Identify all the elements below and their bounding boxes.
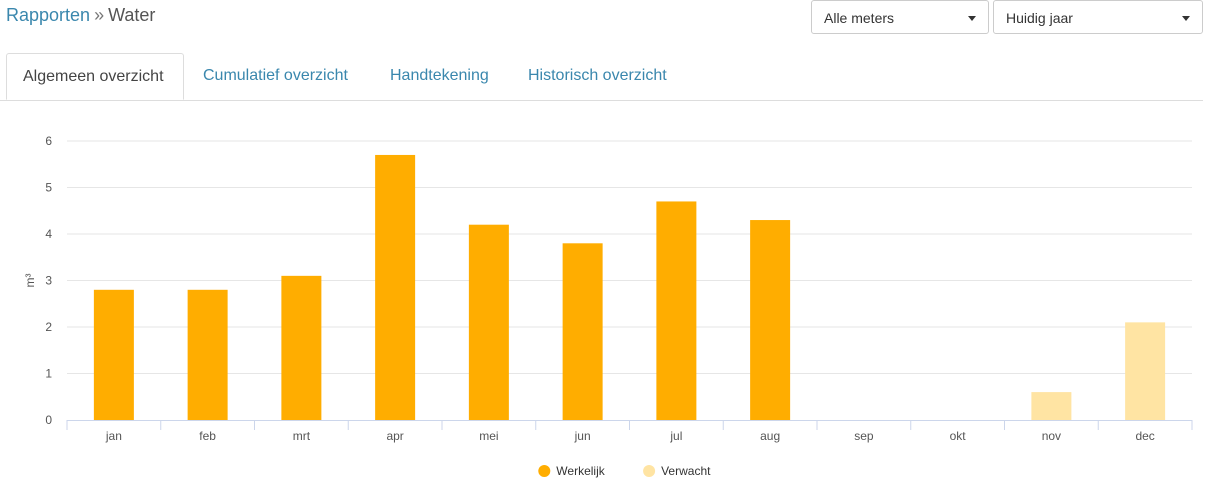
bar-feb (187, 289, 228, 420)
period-select[interactable]: Huidig jaar (993, 0, 1203, 34)
period-select-value: Huidig jaar (1006, 10, 1073, 26)
bar-apr (375, 154, 416, 420)
bar-jul (656, 201, 697, 420)
x-tick-label: mei (479, 429, 498, 443)
x-tick-label: nov (1042, 429, 1061, 443)
y-axis-label: m³ (23, 274, 37, 288)
tab-cumulatief-overzicht[interactable]: Cumulatief overzicht (203, 67, 348, 84)
tab-algemeen-overzicht[interactable]: Algemeen overzicht (6, 53, 184, 100)
x-tick-label: feb (199, 429, 216, 443)
tab-historisch-overzicht[interactable]: Historisch overzicht (528, 67, 667, 84)
legend-marker (643, 465, 656, 477)
x-tick-label: apr (386, 429, 403, 443)
bar-mrt (281, 275, 322, 420)
x-tick-label: jan (105, 429, 122, 443)
legend-label: Werkelijk (556, 464, 605, 478)
y-tick-label: 2 (45, 320, 52, 334)
y-tick-label: 6 (45, 134, 52, 148)
caret-down-icon (968, 16, 976, 21)
tab-bar: Algemeen overzicht Cumulatief overzicht … (0, 53, 1203, 101)
y-tick-label: 1 (45, 367, 52, 381)
y-tick-label: 5 (45, 181, 52, 195)
breadcrumb-link-rapporten[interactable]: Rapporten (6, 5, 91, 25)
y-tick-label: 4 (45, 227, 52, 241)
breadcrumb: Rapporten» Water (6, 5, 155, 26)
breadcrumb-current: Water (108, 5, 156, 25)
water-usage-chart: 0 1 2 3 4 5 6 jan feb mrt apr mei jun jul aug sep okt nov… (23, 134, 1193, 478)
x-tick-label: jun (574, 429, 591, 443)
bar-nov (1031, 392, 1072, 420)
x-tick-label: sep (854, 429, 874, 443)
bar-dec (1125, 322, 1166, 420)
x-tick-label: dec (1135, 429, 1154, 443)
legend-marker (538, 465, 551, 477)
bar-jan (93, 289, 134, 420)
x-tick-label: jul (669, 429, 682, 443)
meter-select[interactable]: Alle meters (811, 0, 989, 34)
meter-select-value: Alle meters (824, 10, 895, 26)
x-tick-label: okt (950, 429, 967, 443)
tab-handtekening[interactable]: Handtekening (390, 67, 489, 84)
legend-label: Verwacht (661, 464, 711, 478)
x-tick-label: mrt (293, 429, 311, 443)
y-tick-label: 3 (45, 274, 52, 288)
caret-down-icon (1182, 16, 1190, 21)
bar-jun (562, 243, 603, 420)
x-tick-label: aug (760, 429, 780, 443)
bar-mei (468, 224, 509, 420)
bar-aug (750, 220, 791, 420)
breadcrumb-separator: » (94, 5, 105, 25)
y-tick-label: 0 (45, 413, 52, 427)
